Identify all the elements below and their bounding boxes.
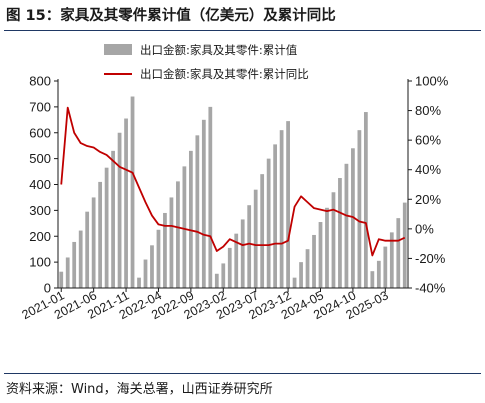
right-tick-label: 40% [415, 162, 441, 177]
bar [325, 207, 329, 288]
bar [292, 277, 297, 288]
bar [305, 249, 310, 288]
legend-bar-swatch [104, 44, 132, 55]
bar [91, 197, 96, 288]
yoy-line [60, 106, 406, 257]
bar [163, 212, 167, 288]
bar [260, 174, 265, 288]
left-tick-label: 300 [29, 203, 51, 218]
axes: 0 100 200 300 400 500 600 700 800 -40% -20% 0% 20% 40… [20, 74, 449, 323]
left-tick-label: 800 [29, 74, 51, 89]
title-divider [4, 30, 481, 31]
bar [370, 271, 375, 288]
left-tick-label: 400 [29, 177, 51, 192]
bar [72, 241, 77, 288]
right-tick-label: 20% [415, 192, 441, 207]
chart-title: 图 15：家具及其零件累计值（亿美元）及累计同比 [6, 8, 336, 24]
bar [247, 205, 252, 288]
bar [279, 130, 284, 288]
right-tick-label: 100% [415, 74, 449, 89]
right-tick-label: -40% [415, 281, 446, 296]
right-tick-label: 0% [415, 221, 434, 236]
bar [117, 132, 122, 288]
left-tick-label: 0 [44, 281, 51, 296]
bar [78, 230, 83, 288]
left-tick-label: 200 [29, 229, 51, 244]
bar-series [59, 96, 407, 289]
bar [389, 232, 394, 288]
bar [188, 150, 193, 288]
bar [124, 118, 128, 289]
bar [240, 219, 245, 288]
bar [176, 181, 180, 288]
bar [227, 247, 232, 288]
left-tick-label: 700 [29, 99, 51, 114]
bar [286, 121, 290, 288]
bar [195, 135, 200, 288]
bar [221, 263, 226, 288]
bar [201, 119, 206, 288]
bar [111, 150, 115, 288]
bar [318, 222, 323, 288]
bar [331, 192, 336, 288]
bar [351, 148, 355, 288]
bar [357, 130, 362, 288]
bar [130, 96, 135, 288]
right-tick-label: -20% [415, 251, 446, 266]
bar [65, 257, 70, 288]
bar [214, 273, 219, 288]
left-tick-label: 500 [29, 151, 51, 166]
bar [376, 260, 381, 288]
bar [156, 229, 161, 288]
bar [234, 233, 239, 288]
bar [383, 246, 388, 288]
bar [59, 271, 64, 288]
bar [137, 277, 141, 288]
bar [208, 106, 213, 289]
bar [299, 262, 303, 289]
right-tick-label: 60% [415, 133, 441, 148]
left-tick-label: 100 [29, 255, 51, 270]
bar [312, 234, 316, 288]
left-tick-label: 600 [29, 125, 51, 140]
bar [143, 259, 148, 288]
legend-bar-label: 出口金额:家具及其零件:累计值 [140, 43, 298, 57]
bar [266, 158, 271, 289]
bar [402, 202, 407, 288]
bar [182, 166, 187, 288]
bar [169, 197, 174, 288]
bar [98, 181, 103, 288]
bar [253, 189, 258, 288]
bar [85, 211, 90, 288]
chart: 0 100 200 300 400 500 600 700 800 -40% -20% 0% 20% 40… [20, 43, 449, 323]
bar [150, 245, 154, 288]
right-tick-label: 80% [415, 103, 441, 118]
line-series [60, 106, 406, 257]
source-note: 资料来源：Wind，海关总署，山西证券研究所 [6, 382, 273, 397]
bar [338, 178, 342, 288]
bar [273, 144, 278, 288]
bar [363, 112, 368, 288]
source-divider [4, 373, 481, 374]
bar [104, 167, 109, 288]
bar [396, 218, 401, 288]
legend-line-label: 出口金额:家具及其零件:累计同比 [140, 67, 309, 81]
bar [344, 163, 349, 288]
